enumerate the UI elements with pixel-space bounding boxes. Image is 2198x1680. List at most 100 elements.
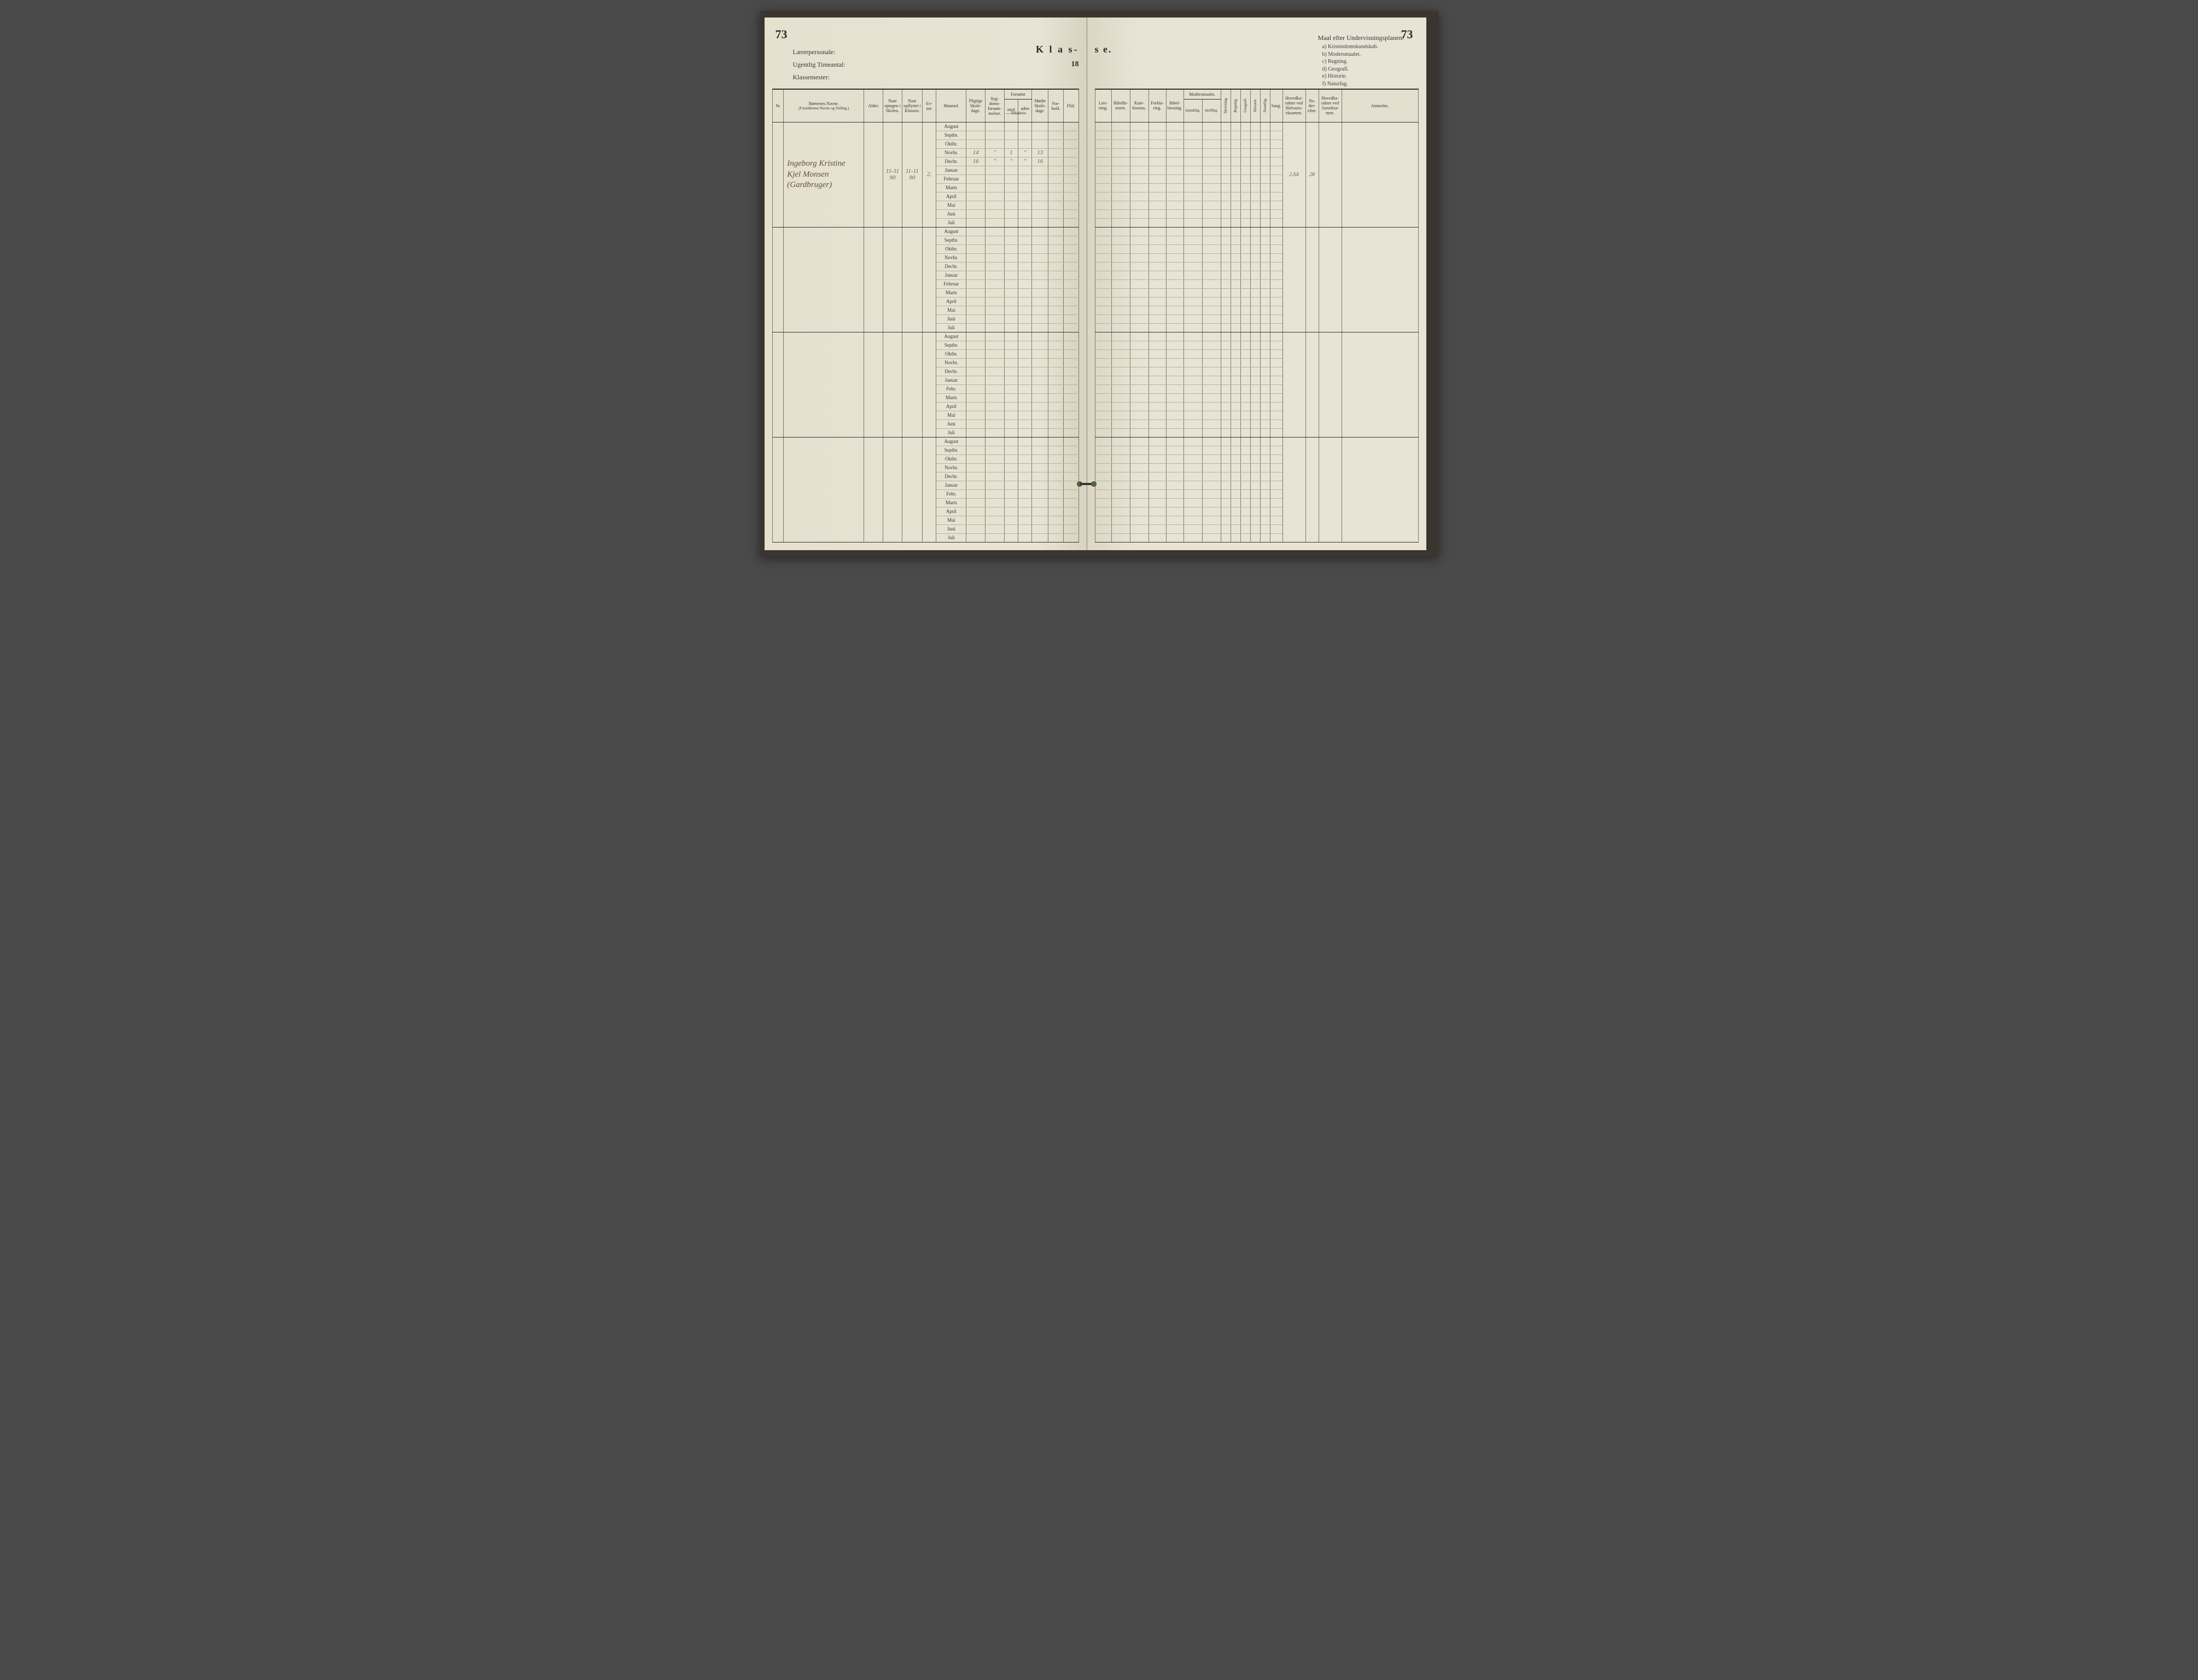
- cell: [1250, 306, 1260, 314]
- month-cell: April: [936, 192, 966, 201]
- cell: [1166, 201, 1183, 209]
- cell: [1166, 253, 1183, 262]
- cell: [1111, 481, 1130, 489]
- cell: [1048, 209, 1064, 218]
- cell: [1018, 428, 1032, 437]
- cell: [1032, 411, 1048, 419]
- month-cell: Februar: [936, 279, 966, 288]
- cell: [1111, 122, 1130, 131]
- cell: [1231, 507, 1240, 516]
- cell: [1221, 227, 1231, 236]
- col-maaned: Maaned.: [936, 89, 966, 122]
- klasse-label: K l a s-: [1036, 44, 1079, 55]
- cell: [1004, 533, 1018, 542]
- cell: [1018, 131, 1032, 139]
- cell: [1202, 227, 1221, 236]
- cell: [1202, 157, 1221, 166]
- cell: [1202, 367, 1221, 376]
- cell: [985, 122, 1004, 131]
- cell: [985, 236, 1004, 244]
- cell: [1166, 376, 1183, 384]
- cell: [1004, 498, 1018, 507]
- cell: [1202, 297, 1221, 306]
- cell: [1018, 358, 1032, 367]
- cell: [1240, 419, 1250, 428]
- cell: [1250, 524, 1260, 533]
- cell: [1221, 463, 1231, 472]
- cell: [1148, 183, 1166, 192]
- cell: [1018, 279, 1032, 288]
- cell: [1166, 454, 1183, 463]
- col-optagen: Naar optagen i Skolen.: [883, 89, 902, 122]
- cell: [1063, 122, 1078, 131]
- cell: [1063, 227, 1078, 236]
- cell: [1063, 148, 1078, 157]
- table-row: August: [772, 332, 1078, 341]
- cell: [1260, 402, 1270, 411]
- cell: [1240, 244, 1250, 253]
- cell: [1004, 332, 1018, 341]
- cell: [1250, 349, 1260, 358]
- cell: [1048, 236, 1064, 244]
- cell: [1148, 271, 1166, 279]
- table-row: August: [772, 437, 1078, 446]
- cell: [1063, 297, 1078, 306]
- cell: [1148, 384, 1166, 393]
- cell: [1130, 183, 1148, 192]
- grade-cell: [1305, 227, 1319, 332]
- col-historie: Historie.: [1250, 89, 1260, 122]
- cell: [1111, 131, 1130, 139]
- cell: [1202, 122, 1221, 131]
- cell: [1270, 271, 1282, 279]
- cell: [1032, 489, 1048, 498]
- cell: [1166, 481, 1183, 489]
- cell: [1231, 489, 1240, 498]
- cell: [1004, 218, 1018, 227]
- cell: [1048, 402, 1064, 411]
- cell: [1148, 481, 1166, 489]
- cell: [1048, 463, 1064, 472]
- cell: [1130, 481, 1148, 489]
- cell: [1183, 253, 1202, 262]
- cell: [1111, 306, 1130, 314]
- cell: [1032, 376, 1048, 384]
- cell: [1221, 472, 1231, 481]
- cell: [1111, 236, 1130, 244]
- cell: [1183, 402, 1202, 411]
- month-cell: Mai: [936, 411, 966, 419]
- cell: [1130, 367, 1148, 376]
- cell: [1240, 227, 1250, 236]
- cell: [985, 174, 1004, 183]
- cell: [1231, 349, 1240, 358]
- cell: [1260, 244, 1270, 253]
- cell: [1130, 524, 1148, 533]
- cell: [1111, 209, 1130, 218]
- cell: [1130, 384, 1148, 393]
- cell: [1166, 402, 1183, 411]
- month-cell: Januar: [936, 481, 966, 489]
- cell: [1032, 419, 1048, 428]
- cell: [1018, 489, 1032, 498]
- cell: [1166, 262, 1183, 271]
- cell: [1148, 218, 1166, 227]
- cell: [1221, 384, 1231, 393]
- cell: [1095, 253, 1111, 262]
- cell: [1130, 148, 1148, 157]
- month-cell: Decbr.: [936, 157, 966, 166]
- cell: [1018, 201, 1032, 209]
- cell: [966, 463, 985, 472]
- cell: [1250, 498, 1260, 507]
- cell: [1166, 411, 1183, 419]
- cell: [1270, 166, 1282, 174]
- cell: [1221, 192, 1231, 201]
- page-number-left: 73: [776, 27, 1079, 42]
- cell: [1111, 288, 1130, 297]
- cell: [1231, 524, 1240, 533]
- cell: [1032, 341, 1048, 349]
- cell: [1095, 157, 1111, 166]
- cell: [1130, 288, 1148, 297]
- cell: [1130, 498, 1148, 507]
- cell: [1260, 384, 1270, 393]
- right-tbody: 2.6428: [1095, 122, 1418, 542]
- month-cell: Decbr.: [936, 262, 966, 271]
